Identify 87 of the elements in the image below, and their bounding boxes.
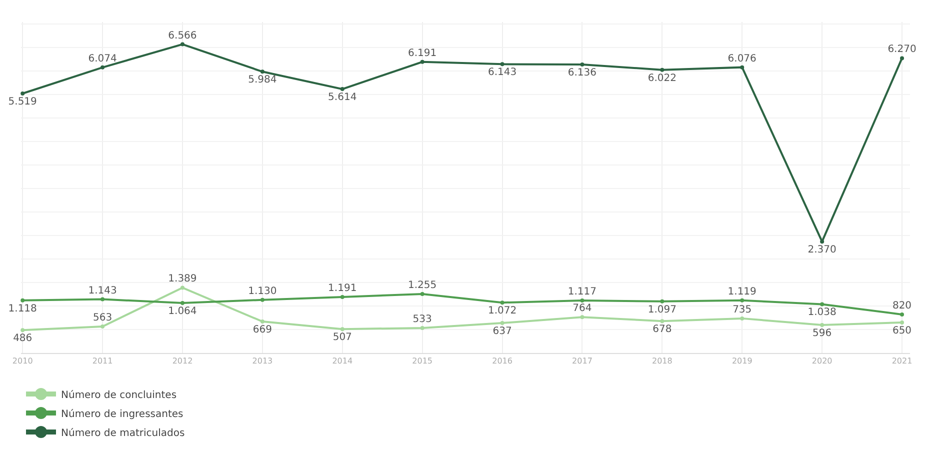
point: [340, 87, 344, 92]
point: [500, 62, 504, 66]
data-label: 6.566: [168, 30, 197, 42]
data-label: 6.143: [488, 67, 517, 78]
x-tick-label: 2014: [332, 356, 353, 366]
point: [580, 315, 584, 320]
data-label: 1.389: [168, 274, 197, 285]
point: [180, 42, 184, 46]
data-label: 5.519: [8, 96, 37, 108]
data-label: 650: [892, 325, 912, 336]
point: [20, 92, 25, 96]
data-label: 6.136: [568, 68, 597, 78]
data-label: 2.370: [808, 244, 836, 256]
point: [260, 320, 264, 324]
data-label: 1.072: [488, 306, 517, 317]
x-tick-label: 2017: [572, 356, 592, 366]
data-label: 6.022: [648, 72, 676, 84]
data-label: 6.074: [88, 53, 117, 64]
point: [260, 298, 264, 302]
point: [740, 65, 744, 70]
data-label: 533: [412, 314, 432, 325]
point: [420, 292, 424, 296]
data-label: 820: [892, 300, 912, 312]
x-tick-label: 2010: [12, 356, 33, 366]
point: [180, 286, 184, 290]
point: [740, 298, 744, 302]
point: [100, 324, 105, 329]
point: [100, 297, 105, 302]
point: [740, 316, 744, 320]
point: [660, 319, 664, 324]
data-label: 5.614: [328, 92, 357, 104]
point: [580, 298, 584, 302]
point: [180, 300, 184, 305]
data-label: 764: [572, 303, 592, 314]
x-tick-label: 2012: [172, 356, 193, 366]
data-label: 1.130: [248, 286, 277, 297]
data-label: 5.984: [248, 74, 277, 86]
x-tick-label: 2015: [412, 356, 433, 366]
point: [500, 321, 504, 326]
x-tick-label: 2016: [492, 356, 512, 366]
data-label: 1.118: [8, 303, 37, 314]
x-tick-label: 2011: [92, 356, 113, 366]
point: [820, 302, 824, 306]
point: [820, 240, 824, 244]
point: [660, 299, 664, 304]
data-label: 1.119: [728, 286, 756, 298]
point: [820, 322, 824, 327]
point: [100, 65, 105, 70]
point: [900, 312, 904, 316]
data-label: 486: [13, 333, 32, 344]
legend-label: Número de matriculados: [61, 428, 185, 439]
point: [900, 56, 904, 60]
x-tick-label: 2020: [812, 356, 832, 366]
point: [900, 320, 904, 324]
data-label: 1.255: [408, 280, 437, 291]
data-label: 735: [732, 304, 752, 316]
point: [20, 298, 25, 302]
x-tick-label: 2019: [732, 356, 752, 366]
x-tick-label: 2018: [652, 356, 672, 366]
data-label: 637: [492, 326, 512, 338]
data-label: 1.143: [88, 285, 117, 296]
point: [660, 68, 664, 72]
point: [420, 60, 424, 64]
data-label: 596: [812, 328, 832, 339]
data-label: 669: [252, 324, 272, 336]
data-label: 1.097: [648, 304, 676, 316]
point: [340, 327, 344, 332]
point: [580, 62, 584, 66]
point: [420, 326, 424, 330]
data-label: 1.117: [568, 286, 597, 298]
data-label: 1.191: [328, 283, 357, 294]
point: [340, 295, 344, 299]
data-label: 563: [92, 312, 112, 324]
point: [500, 300, 504, 305]
data-label: 507: [332, 332, 352, 344]
data-label: 6.076: [728, 53, 756, 64]
data-label: 678: [652, 324, 672, 336]
data-label: 1.038: [808, 307, 836, 318]
point: [260, 70, 264, 74]
legend-label: Número de concluintes: [61, 390, 177, 401]
point: [20, 328, 25, 332]
legend-label: Número de ingressantes: [61, 408, 184, 420]
data-label: 6.191: [408, 48, 437, 59]
x-tick-label: 2021: [892, 356, 912, 366]
data-label: 6.270: [888, 44, 916, 56]
data-label: 1.064: [168, 306, 197, 317]
x-tick-label: 2013: [252, 356, 273, 366]
